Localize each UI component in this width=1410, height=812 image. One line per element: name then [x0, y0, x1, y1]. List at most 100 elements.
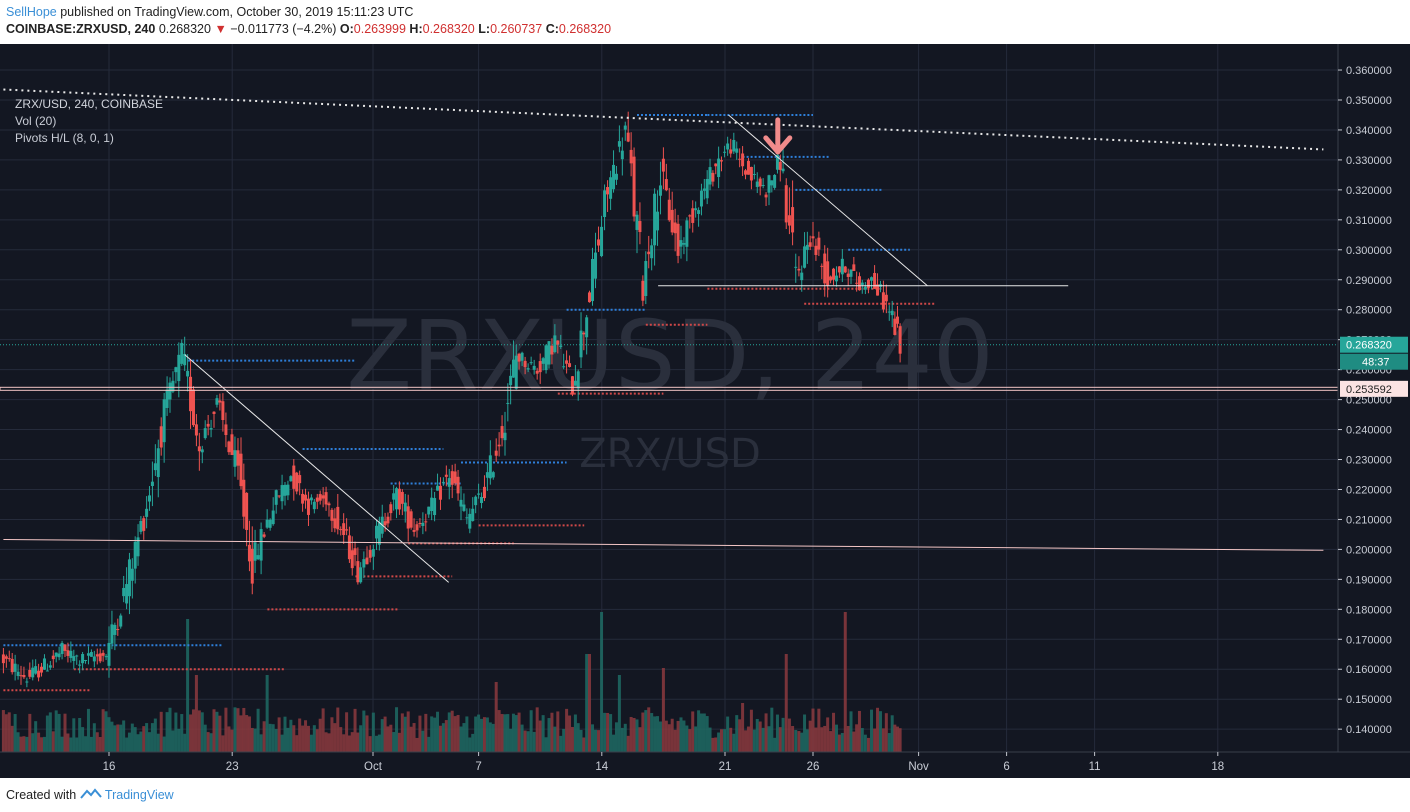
legend-volume[interactable]: Vol (20)	[15, 114, 57, 128]
candle-body	[661, 158, 665, 172]
volume-bar	[301, 725, 305, 752]
candle-body	[832, 268, 836, 280]
volume-bar	[682, 720, 686, 752]
volume-bar	[130, 723, 134, 752]
volume-bar	[122, 720, 126, 752]
volume-bar	[183, 733, 187, 752]
candle-body	[412, 529, 416, 532]
volume-bar	[462, 723, 466, 752]
candle-body	[511, 359, 515, 378]
volume-bar	[667, 724, 671, 752]
volume-bar	[606, 712, 610, 752]
candle-body	[456, 476, 460, 494]
down-triangle-icon: ▼	[214, 22, 227, 36]
candle-body	[75, 655, 79, 657]
volume-bar	[4, 714, 8, 752]
candle-body	[34, 666, 38, 674]
candle-body	[840, 258, 844, 275]
price-axis[interactable]: 0.360000 0.350000 0.340000 0.330000 0.320000…	[1337, 44, 1410, 778]
candle-body	[758, 178, 762, 187]
volume-bar	[791, 725, 795, 752]
candle-body	[573, 380, 577, 386]
time-tick-label: 18	[1211, 761, 1224, 773]
candle-body	[212, 411, 216, 414]
chart-area[interactable]: ZRXUSD, 240 ZRX/USD 0.360000 0.350000 0.34…	[0, 44, 1410, 778]
volume-bar	[430, 716, 434, 752]
candle-body	[51, 655, 55, 660]
volume-bar	[808, 720, 812, 752]
volume-bar	[673, 729, 677, 752]
volume-bar	[54, 710, 58, 752]
legend-pivots[interactable]: Pivots H/L (8, 0, 1)	[15, 131, 114, 145]
candle-body	[350, 550, 354, 569]
candle-body	[119, 615, 123, 627]
volume-bar	[876, 707, 880, 752]
volume-bar	[881, 728, 885, 752]
candle-body	[857, 276, 861, 291]
volume-bar	[362, 710, 366, 752]
author-link[interactable]: SellHope	[6, 5, 57, 19]
candle-body	[863, 286, 867, 290]
tradingview-link[interactable]: TradingView	[104, 788, 174, 802]
price-chart-svg[interactable]: ZRXUSD, 240 ZRX/USD 0.360000 0.350000 0.34…	[0, 44, 1410, 778]
volume-bar	[661, 668, 665, 752]
candle-body	[559, 345, 563, 347]
candle-body	[200, 449, 204, 453]
candle-body	[318, 494, 322, 501]
candle-body	[676, 223, 680, 256]
price-tick-label: 0.220000	[1346, 484, 1392, 496]
candle-body	[485, 472, 489, 478]
candle-body	[127, 559, 131, 597]
volume-bar	[101, 709, 105, 752]
volume-bar	[559, 735, 563, 752]
volume-bar	[247, 716, 251, 752]
candle-body	[19, 675, 23, 677]
candle-body	[368, 550, 372, 558]
time-axis-bg	[0, 752, 1410, 778]
volume-bar	[150, 723, 154, 752]
candle-body	[298, 475, 302, 484]
volume-bar	[688, 729, 692, 752]
volume-bar	[224, 707, 228, 752]
volume-bar	[517, 712, 521, 752]
candle-body	[638, 221, 642, 233]
candle-body	[386, 516, 390, 524]
volume-bar	[147, 732, 151, 752]
candle-body	[568, 363, 572, 367]
volume-bar	[497, 710, 501, 752]
candle-body	[881, 292, 885, 310]
created-with: Created with TradingView	[6, 788, 174, 802]
volume-bar	[233, 707, 237, 752]
volume-bar	[738, 719, 742, 752]
volume-bar	[200, 712, 204, 752]
volume-bar	[215, 711, 219, 752]
tradingview-logo-icon	[79, 788, 105, 802]
publish-line: SellHope published on TradingView.com, O…	[6, 5, 413, 19]
candle-body	[656, 211, 660, 231]
volume-bar	[139, 731, 143, 752]
volume-bar	[289, 719, 293, 752]
volume-bar	[834, 724, 838, 752]
time-axis[interactable]: 16 23 Oct 7 14 21 26 Nov 6 11 18	[0, 751, 1410, 778]
candle-body	[125, 584, 129, 604]
volume-bar	[468, 737, 472, 752]
volume-bar	[400, 713, 404, 752]
time-tick-label: 23	[226, 761, 239, 773]
candle-body	[174, 367, 178, 373]
candle-body	[860, 282, 864, 286]
volume-bar	[450, 710, 454, 752]
candle-body	[66, 650, 70, 656]
volume-bar	[321, 708, 325, 752]
volume-bar	[752, 729, 756, 752]
candle-body	[890, 310, 894, 316]
candle-body	[153, 463, 157, 471]
volume-bar	[347, 735, 351, 752]
candle-body	[183, 353, 187, 366]
price-tick-label: 0.290000	[1346, 275, 1392, 287]
volume-bar	[820, 727, 824, 752]
candle-body	[629, 149, 633, 164]
volume-bar	[644, 710, 648, 752]
candle-body	[746, 160, 750, 175]
candle-body	[271, 510, 275, 525]
price-tick-label: 0.150000	[1346, 694, 1392, 706]
